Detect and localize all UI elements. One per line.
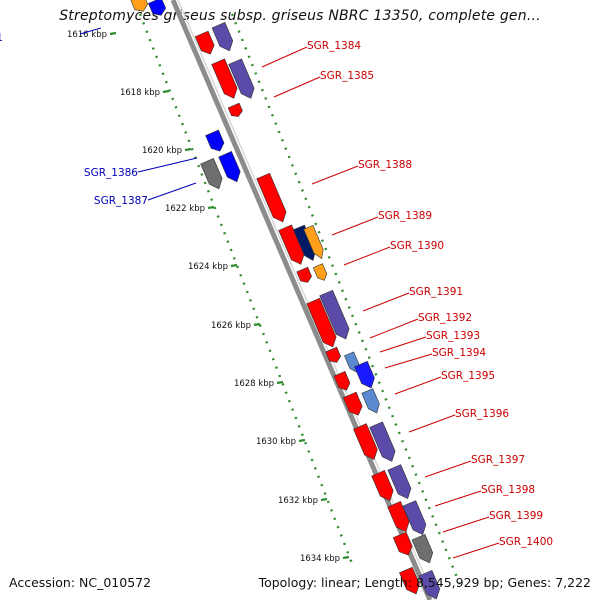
kbp-tick-label: 1622 kbp — [165, 204, 205, 214]
gene-label-sgr-1394[interactable]: SGR_1394 — [432, 347, 486, 359]
gene-arrow — [303, 225, 324, 260]
leader-line — [311, 165, 359, 185]
ruler-dotted-line — [138, 13, 355, 567]
gene-label-sgr-1387[interactable]: SGR_1387 — [94, 195, 148, 207]
kbp-tick-mark — [276, 380, 284, 385]
leader-line — [343, 246, 391, 266]
leader-line — [273, 76, 321, 98]
gene-arrow — [342, 391, 363, 416]
gene-arrow — [354, 360, 375, 389]
gene-arrow — [130, 0, 149, 12]
kbp-tick-mark — [184, 147, 192, 152]
kbp-tick-mark — [298, 438, 306, 443]
gene-label-sgr-1399[interactable]: SGR_1399 — [489, 510, 543, 522]
strand-dotted-line — [230, 13, 464, 591]
leader-line — [261, 46, 308, 68]
backbone-line — [170, 0, 433, 600]
gene-arrow — [353, 423, 378, 460]
gene-arrow — [205, 129, 225, 152]
gene-label-sgr-1391[interactable]: SGR_1391 — [409, 286, 463, 298]
kbp-tick-label: 1632 kbp — [278, 496, 318, 506]
kbp-tick-label: 1626 kbp — [211, 321, 251, 331]
gene-arrow — [148, 0, 167, 16]
gene-arrow — [392, 531, 413, 556]
gene-arrow — [227, 102, 243, 117]
gene-arrow — [361, 388, 380, 414]
gene-label-sgr-1400[interactable]: SGR_1400 — [499, 536, 553, 548]
gene-arrow — [296, 266, 312, 283]
leader-line — [452, 542, 500, 559]
kbp-tick-label: 1628 kbp — [234, 379, 274, 389]
backbone-highlight — [177, 0, 436, 600]
gene-arrow — [411, 533, 434, 564]
leader-line — [379, 336, 427, 353]
gene-arrow — [256, 172, 287, 223]
kbp-tick-label: 1616 kbp — [67, 30, 107, 40]
gene-arrow — [211, 58, 238, 99]
kbp-tick-label: 1620 kbp — [142, 146, 182, 156]
gene-label-sgr-1392[interactable]: SGR_1392 — [418, 312, 472, 324]
gene-label-sgr-1388[interactable]: SGR_1388 — [358, 159, 412, 171]
gene-label-sgr-1396[interactable]: SGR_1396 — [455, 408, 509, 420]
gene-arrow — [333, 370, 351, 391]
kbp-tick-mark — [342, 555, 350, 560]
gene-arrow — [371, 470, 394, 502]
accession-text: Accession: NC_010572 — [9, 575, 152, 590]
kbp-ruler: 1616 kbp 1618 kbp 1620 kbp 1622 kbp 1624 kbp… — [67, 13, 464, 591]
kbp-tick-label: 1634 kbp — [300, 554, 340, 564]
gene-arrow — [399, 566, 420, 595]
gene-label-sgr-1393[interactable]: SGR_1393 — [426, 330, 480, 342]
kbp-tick-mark — [320, 497, 328, 502]
gene-arrow — [218, 151, 241, 183]
gene-arrow — [418, 569, 441, 600]
leader-line — [424, 460, 472, 478]
gene-label-sgr-1386[interactable]: SGR_1386 — [84, 167, 138, 179]
leader-line — [79, 27, 102, 35]
gene-label-sgr-1397[interactable]: SGR_1397 — [471, 454, 525, 466]
gene-label-sgr-1390[interactable]: SGR_1390 — [390, 240, 444, 252]
leader-line — [137, 157, 198, 173]
gene-label-sgr-1395[interactable]: SGR_1395 — [441, 370, 495, 382]
leader-line — [442, 516, 490, 533]
gene-arrow — [319, 289, 350, 340]
gene-arrow — [325, 346, 341, 363]
kbp-tick-label: 1630 kbp — [256, 437, 296, 447]
gene-label-sgr-1398[interactable]: SGR_1398 — [481, 484, 535, 496]
genome-summary-text: Topology: linear; Length: 8,545,929 bp; … — [258, 575, 591, 590]
leader-line — [362, 292, 410, 312]
kbp-tick-mark — [207, 205, 215, 210]
gene-arrow — [402, 500, 427, 536]
gene-arrow — [211, 21, 234, 52]
leader-line — [369, 318, 419, 339]
gene-label-sgr-1385[interactable]: SGR_1385 — [320, 70, 374, 82]
gene-labels: SGR_1381 SGR_1384 SGR_1385 SGR_1386 SGR_1387… — [0, 27, 553, 559]
gene-arrow — [228, 58, 255, 99]
leader-line — [147, 182, 197, 201]
gene-track — [130, 0, 441, 600]
gene-label-sgr-1389[interactable]: SGR_1389 — [378, 210, 432, 222]
gene-arrow — [387, 501, 410, 533]
leader-line — [384, 353, 433, 369]
gene-arrow — [306, 297, 337, 348]
kbp-tick-mark — [162, 89, 170, 94]
kbp-tick-label: 1618 kbp — [120, 88, 160, 98]
gene-label-sgr-1381[interactable]: SGR_1381 — [0, 32, 3, 44]
gene-arrow — [200, 158, 223, 190]
kbp-tick-mark — [253, 322, 261, 327]
gene-label-sgr-1384[interactable]: SGR_1384 — [307, 40, 361, 52]
leader-line — [434, 490, 482, 507]
kbp-tick-mark — [109, 31, 117, 36]
kbp-tick-label: 1624 kbp — [188, 262, 228, 272]
gene-arrow — [312, 263, 328, 281]
gene-arrow — [387, 464, 412, 500]
gene-arrow — [369, 421, 396, 462]
chromosome-backbone — [170, 0, 436, 600]
leader-line — [408, 414, 456, 433]
gene-arrow — [194, 30, 215, 55]
kbp-tick-mark — [230, 263, 238, 268]
leader-line — [394, 376, 442, 395]
leader-line — [331, 216, 379, 236]
